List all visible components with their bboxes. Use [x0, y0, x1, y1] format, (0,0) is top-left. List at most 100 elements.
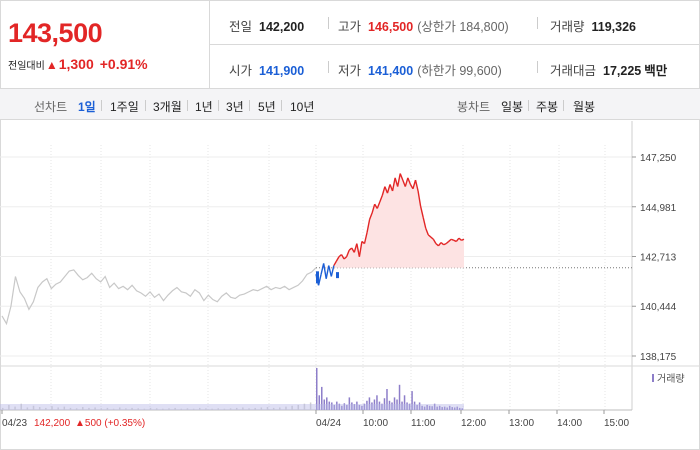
volume-bar: [248, 408, 250, 410]
volume-bar: [456, 406, 458, 410]
stat-value: 17,225: [603, 64, 642, 78]
volume-bar: [168, 408, 170, 410]
period-1w-tab[interactable]: 1주일: [110, 100, 139, 114]
period-3y-tab[interactable]: 3년: [226, 100, 244, 114]
volume-bar: [333, 404, 336, 410]
stat-label: 저가: [338, 64, 362, 78]
volume-bar: [2, 407, 4, 410]
today-line-segment: [427, 234, 432, 238]
stat-value: 146,500: [368, 20, 414, 34]
axis-labels: 147,250 144,981 142,713 140,444 138,175 거래량 04…: [2, 153, 685, 429]
y-tick-label: 138,175: [640, 352, 677, 363]
volume-bar: [82, 407, 84, 410]
volume-bar: [383, 398, 386, 410]
prev-day-change: ▲500 (+0.35%): [75, 418, 145, 429]
volume-bar: [100, 408, 103, 410]
today-line-segment: [330, 265, 335, 277]
today-line-segment: [381, 186, 386, 196]
period-10y-tab[interactable]: 10년: [290, 100, 315, 114]
volume-bar: [137, 408, 139, 410]
toolbar-separator: [187, 100, 188, 111]
volume-legend-swatch: [652, 374, 654, 382]
volume-bar: [223, 408, 226, 410]
change-label: 전일대비: [8, 61, 45, 72]
toolbar-separator: [218, 100, 219, 111]
stat-volume: 거래량 119,326: [550, 16, 636, 35]
volume-bar: [358, 404, 361, 410]
volume-bar: [229, 408, 232, 410]
volume-bar: [323, 399, 326, 410]
volume-bar: [436, 406, 438, 410]
volume-bar: [254, 407, 256, 410]
volume-bar: [418, 402, 421, 410]
today-line-segment: [358, 241, 363, 257]
volume-bar: [341, 405, 343, 410]
volume-bar: [428, 405, 431, 410]
volume-bar: [149, 407, 152, 410]
period-1d-tab[interactable]: 1일: [78, 100, 96, 114]
volume-bar: [217, 408, 219, 410]
volume-bar: [338, 403, 341, 410]
today-line-segment: [343, 256, 348, 260]
today-line-segment: [333, 260, 338, 266]
volume-bar: [318, 395, 321, 410]
volume-bar: [32, 405, 35, 410]
today-area-fill: [316, 173, 464, 268]
volume-bar: [361, 405, 363, 410]
today-line-segment: [402, 179, 406, 187]
stat-separator: [537, 17, 538, 29]
volume-bar: [285, 406, 287, 410]
candle-monthly-tab[interactable]: 월봉: [573, 100, 596, 114]
period-5y-tab[interactable]: 5년: [258, 100, 276, 114]
x-tick-label: 15:00: [604, 418, 629, 429]
volume-bar: [321, 386, 323, 410]
volume-bar: [309, 402, 312, 410]
today-line-segment: [404, 177, 409, 187]
volume-bar: [162, 408, 164, 410]
upper-limit: (상한가 184,800): [417, 20, 509, 34]
stat-open: 시가 141,900: [229, 60, 304, 79]
prev-day-line: [1, 267, 317, 326]
today-line-segment: [340, 254, 345, 260]
volume-bar: [291, 405, 293, 410]
amount-unit: 백만: [644, 64, 668, 78]
volume-bar: [451, 407, 453, 410]
volume-bar: [192, 408, 195, 410]
volume-bar: [205, 408, 207, 410]
candle-weekly-tab[interactable]: 주봉: [536, 100, 559, 114]
today-line-segment: [371, 203, 376, 214]
volume-bar: [174, 407, 176, 410]
volume-bar: [423, 406, 426, 410]
volume-bar: [180, 408, 183, 410]
period-1y-tab[interactable]: 1년: [195, 100, 213, 114]
volume-bar: [155, 408, 158, 410]
chart-toolbar: 선차트 1일 1주일 3개월 1년 3년 5년 10년 봉차트 일봉 주봉 월봉: [0, 88, 700, 120]
stat-amount: 거래대금 17,225 백만: [550, 60, 667, 79]
stat-label: 시가: [229, 64, 253, 78]
candle-daily-tab[interactable]: 일봉: [501, 100, 524, 114]
period-3m-tab[interactable]: 3개월: [153, 100, 182, 114]
today-line-segment: [407, 177, 412, 185]
volume-bar: [381, 403, 383, 410]
volume-bar: [279, 407, 281, 410]
volume-bar: [45, 407, 47, 410]
x-tick-label: 10:00: [363, 418, 388, 429]
volume-bar: [69, 407, 72, 410]
volume-bar: [371, 402, 373, 410]
current-price: 143,500: [8, 18, 103, 48]
volume-bar: [386, 389, 388, 410]
volume-bar: [368, 397, 371, 410]
stat-value: 142,200: [259, 20, 305, 34]
volume-bar: [63, 406, 66, 410]
stat-prev-close: 전일 142,200: [229, 16, 304, 35]
line-chart-title: 선차트: [34, 100, 68, 114]
volume-bar: [411, 391, 413, 410]
volume-bar: [351, 402, 353, 410]
stat-label: 전일: [229, 20, 253, 34]
volume-bar: [348, 397, 351, 410]
volume-bar: [20, 403, 22, 410]
stat-separator: [537, 61, 538, 73]
volume-bar: [458, 407, 461, 410]
volume-bar: [242, 407, 244, 410]
up-triangle-icon: ▲: [45, 58, 58, 72]
